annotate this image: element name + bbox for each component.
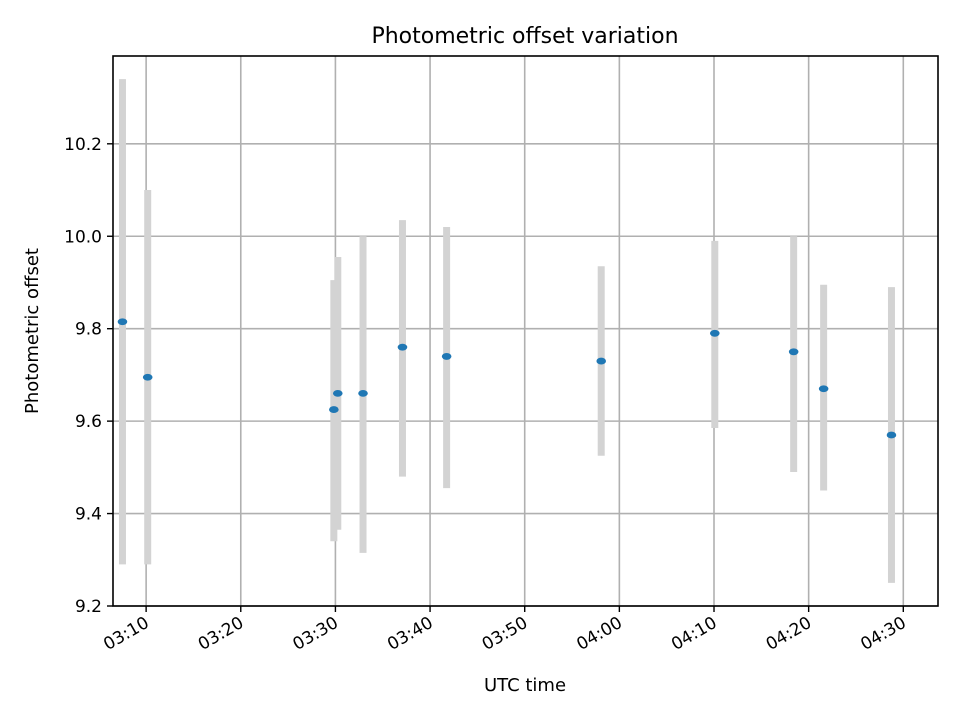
x-tick-label: 04:30 <box>857 613 909 655</box>
x-tick-label: 04:20 <box>763 613 815 655</box>
x-tick-label: 04:10 <box>668 613 720 655</box>
data-point <box>441 353 452 360</box>
y-tick-label: 10.0 <box>64 227 102 247</box>
data-point <box>332 389 343 397</box>
x-tick-label: 03:10 <box>100 613 152 655</box>
data-point <box>358 389 368 397</box>
data-point <box>397 343 408 351</box>
x-axis-label: UTC time <box>484 675 566 696</box>
data-point <box>886 431 897 439</box>
data-point <box>142 373 153 381</box>
data-point <box>818 385 829 393</box>
y-tick-label: 10.2 <box>64 135 102 155</box>
point-layer <box>117 318 897 439</box>
errorbar-layer <box>118 79 895 583</box>
data-point <box>329 406 339 413</box>
y-tick-label: 9.8 <box>75 320 102 340</box>
y-tick-label: 9.4 <box>75 505 102 525</box>
x-tick-label: 03:30 <box>289 613 341 655</box>
data-point <box>709 329 720 337</box>
data-point <box>117 318 128 326</box>
x-tick-label: 03:20 <box>195 613 247 655</box>
x-tick-label: 04:00 <box>573 613 625 655</box>
y-tick-label: 9.2 <box>75 597 102 617</box>
data-point <box>596 357 607 365</box>
x-tick-label: 03:40 <box>384 613 436 655</box>
x-tick-label: 03:50 <box>479 613 531 655</box>
data-point <box>788 348 799 356</box>
grid-layer <box>113 56 938 607</box>
plot-frame <box>112 55 939 607</box>
y-axis-label: Photometric offset <box>22 248 43 414</box>
y-tick-label: 9.6 <box>75 412 102 432</box>
tick-layer: 03:10 03:20 03:30 03:40 03:50 04:00 04:10 04:20… <box>64 135 910 655</box>
chart-title: Photometric offset variation <box>371 24 678 49</box>
